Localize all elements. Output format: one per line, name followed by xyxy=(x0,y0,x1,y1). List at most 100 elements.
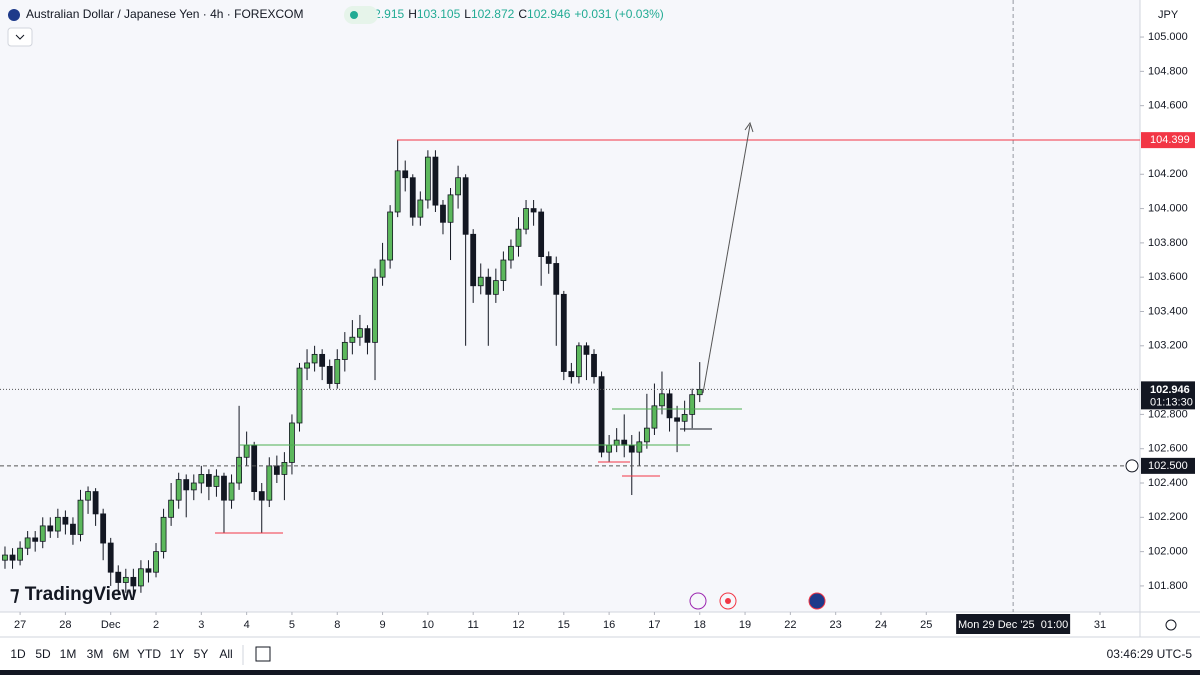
candle-body xyxy=(500,259,507,282)
candle-body xyxy=(545,256,552,264)
time-axis-bg xyxy=(0,612,1140,637)
candle-body xyxy=(168,499,175,518)
candle-body xyxy=(659,393,665,407)
candle-body xyxy=(266,465,273,501)
crosshair-time-label: Mon 29 Dec '25 01:00 xyxy=(958,619,1068,631)
settings-icon[interactable] xyxy=(1165,619,1177,631)
x-tick-label: 28 xyxy=(59,619,71,631)
collapse-button[interactable] xyxy=(7,27,33,47)
candle-body xyxy=(70,523,76,535)
level-tag xyxy=(1141,132,1195,149)
y-tick-label: 103.600 xyxy=(1148,271,1188,283)
candle-body xyxy=(319,353,326,367)
candle-body xyxy=(485,276,492,295)
candle-body xyxy=(47,525,54,532)
candle-body xyxy=(576,345,582,378)
x-tick-label: 10 xyxy=(422,619,434,631)
range-button[interactable]: YTD xyxy=(137,647,161,661)
market-status[interactable] xyxy=(344,6,378,24)
range-button[interactable]: 1D xyxy=(10,647,26,661)
x-tick-label: 22 xyxy=(784,619,796,631)
x-tick-label: 31 xyxy=(1094,619,1106,631)
symbol-flag xyxy=(8,9,20,21)
range-button[interactable]: 5D xyxy=(35,647,51,661)
clock[interactable]: 03:46:29 UTC-5 xyxy=(1107,647,1193,661)
candle-body xyxy=(424,156,431,201)
drawings xyxy=(215,121,1140,534)
candle-body xyxy=(85,491,91,501)
candle-body xyxy=(2,554,8,561)
currency[interactable]: JPY xyxy=(1158,9,1179,21)
candle-body xyxy=(492,280,499,295)
y-tick-label: 102.000 xyxy=(1148,546,1188,558)
ohlc-value: 102.946 xyxy=(527,7,571,21)
range-button[interactable]: 1M xyxy=(60,647,77,661)
x-tick-label: 27 xyxy=(14,619,26,631)
plot xyxy=(0,0,1140,612)
change: +0.031 (+0.03%) xyxy=(574,7,663,21)
add-alert[interactable] xyxy=(1125,459,1139,473)
y-tick-label: 102.800 xyxy=(1148,408,1188,420)
ohlc-label: H xyxy=(408,7,417,21)
logo: ⁊ TradingView xyxy=(10,584,137,605)
y-tick-label: 105.000 xyxy=(1148,31,1188,43)
x-tick-label: 5 xyxy=(289,619,295,631)
range-button[interactable]: 1Y xyxy=(170,647,185,661)
candle-body xyxy=(296,367,303,424)
range-button[interactable]: 5Y xyxy=(194,647,209,661)
x-tick-label: 19 xyxy=(739,619,751,631)
y-tick-label: 102.400 xyxy=(1148,477,1188,489)
ohlc-value: 102.872 xyxy=(471,7,515,21)
candle-body xyxy=(17,547,23,561)
candle-body xyxy=(409,177,416,218)
symbol-title[interactable]: Australian Dollar / Japanese Yen · 4h · … xyxy=(26,7,303,21)
candle-body xyxy=(153,551,159,573)
event-icon[interactable] xyxy=(719,592,737,610)
candle-body xyxy=(311,353,318,364)
projection-arrow xyxy=(702,124,751,394)
window-edge xyxy=(0,670,1200,675)
candle-body xyxy=(130,576,137,587)
event-icon[interactable] xyxy=(689,592,707,610)
candle-body xyxy=(175,479,182,501)
candle-body xyxy=(666,393,673,419)
candle-body xyxy=(221,475,227,501)
y-tick-label: 104.200 xyxy=(1148,168,1188,180)
candle-body xyxy=(515,228,522,247)
y-tick-label: 103.200 xyxy=(1148,340,1188,352)
y-tick-label: 104.800 xyxy=(1148,65,1188,77)
candle-body xyxy=(138,568,144,587)
y-tick-label: 104.000 xyxy=(1148,202,1188,214)
candle-body xyxy=(341,341,348,360)
x-tick-label: 24 xyxy=(875,619,887,631)
date-range-icon[interactable] xyxy=(255,646,271,662)
candle-body xyxy=(357,328,363,338)
event-icon-dot xyxy=(725,598,731,604)
candle-body xyxy=(628,444,635,453)
range-button[interactable]: All xyxy=(219,647,232,661)
candle-body xyxy=(364,328,371,343)
candle-body xyxy=(523,208,529,230)
range-button[interactable]: 3M xyxy=(87,647,104,661)
candle-body xyxy=(107,542,114,573)
candle-body xyxy=(190,482,197,491)
candle-body xyxy=(402,170,409,179)
candle-body xyxy=(417,199,424,218)
crosshair-time-tag xyxy=(956,614,1071,634)
candle-body xyxy=(205,474,212,487)
candle-body xyxy=(326,365,333,384)
candle-body xyxy=(145,568,152,573)
candle-body xyxy=(606,444,613,453)
ohlc-label: L xyxy=(464,7,471,21)
candle-body xyxy=(334,359,341,384)
candle-body xyxy=(387,211,394,261)
candle-body xyxy=(183,479,190,491)
event-icon[interactable] xyxy=(808,592,826,610)
price-axis-bg xyxy=(1140,0,1200,637)
candle-body xyxy=(591,353,597,378)
candle-body xyxy=(538,211,545,258)
x-tick-label: 18 xyxy=(694,619,706,631)
range-button[interactable]: 6M xyxy=(113,647,130,661)
